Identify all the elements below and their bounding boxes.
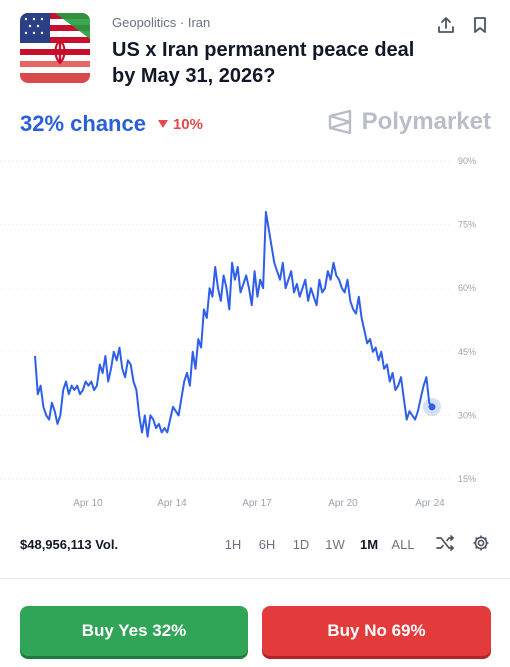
y-tick-label: 75% [458, 220, 476, 230]
range-6h[interactable]: 6H [258, 537, 276, 552]
buy-yes-button[interactable]: Buy Yes 32% [20, 606, 248, 656]
market-header: Geopolitics · Iran US x Iran permanent p… [20, 13, 490, 87]
range-1h[interactable]: 1H [224, 537, 242, 552]
y-tick-label: 45% [458, 347, 476, 357]
time-range-selector: 1H 6H 1D 1W 1M ALL [216, 535, 420, 554]
polymarket-logo-icon [328, 110, 351, 134]
x-tick-label: Apr 24 [415, 498, 445, 509]
buy-no-button[interactable]: Buy No 69% [262, 606, 491, 656]
divider [0, 578, 510, 579]
price-chart[interactable]: 90% 75% 60% 45% 30% 15% Apr 10 Apr 14 Apr 17 Apr … [0, 150, 510, 520]
settings-gear-icon[interactable] [472, 534, 490, 552]
odds-summary: 32% chance 10% [20, 111, 203, 137]
share-icon[interactable] [436, 15, 456, 35]
change-badge: 10% [157, 115, 203, 133]
range-1d[interactable]: 1D [292, 537, 310, 552]
range-1m[interactable]: 1M [359, 537, 379, 552]
brand-logo: Polymarket [328, 108, 491, 136]
range-all[interactable]: ALL [391, 537, 415, 552]
change-value: 10% [172, 115, 203, 133]
y-tick-label: 60% [458, 283, 476, 293]
x-tick-label: Apr 17 [242, 498, 272, 509]
current-point [428, 403, 436, 411]
market-title: US x Iran permanent peace deal by May 31… [112, 39, 415, 87]
market-category[interactable]: Geopolitics · Iran [112, 15, 211, 30]
x-tick-label: Apr 10 [73, 498, 103, 509]
y-tick-label: 90% [458, 156, 476, 166]
shuffle-icon[interactable] [436, 534, 454, 552]
bookmark-icon[interactable] [470, 15, 490, 35]
range-1w[interactable]: 1W [325, 537, 345, 552]
volume-label: $48,956,113 Vol. [20, 537, 119, 552]
x-tick-label: Apr 20 [328, 498, 358, 509]
chance-value: 32% chance [20, 111, 146, 136]
market-thumbnail-flags [20, 13, 90, 83]
down-triangle-icon [157, 120, 168, 128]
x-tick-label: Apr 14 [157, 498, 187, 509]
y-tick-label: 15% [458, 474, 476, 484]
price-series-line [34, 210, 433, 438]
y-tick-label: 30% [458, 410, 476, 420]
brand-name: Polymarket [361, 108, 491, 135]
